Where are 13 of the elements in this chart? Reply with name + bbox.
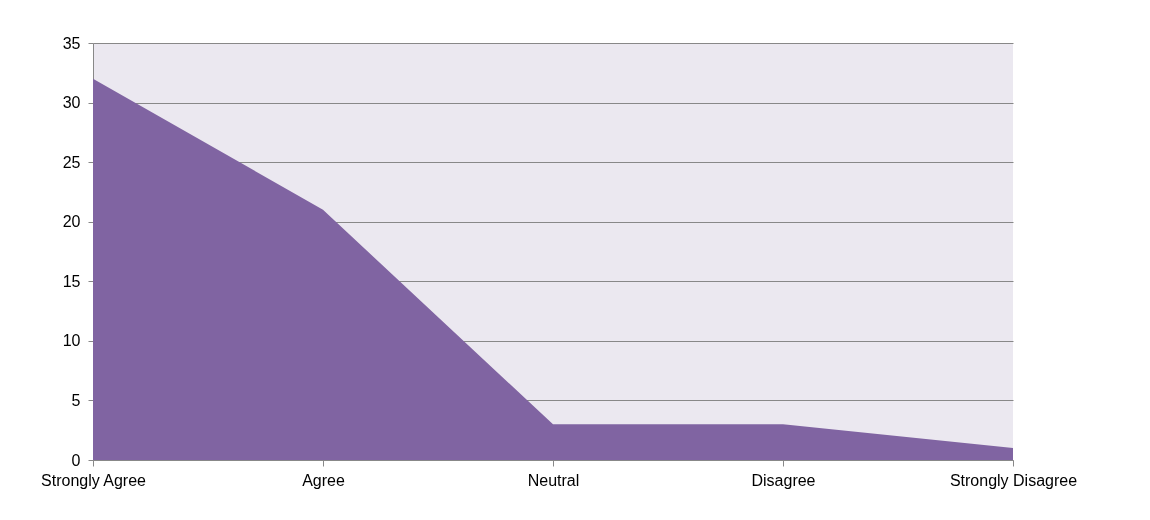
y-tick-label: 10	[62, 332, 81, 350]
x-tick-label: Neutral	[527, 471, 580, 489]
y-tick-label: 15	[62, 272, 81, 290]
y-tick-label: 5	[71, 391, 81, 409]
x-tick-label: Disagree	[751, 471, 816, 489]
y-tick-label: 25	[62, 153, 81, 171]
y-tick-label: 0	[71, 451, 81, 469]
x-tick-label: Strongly Agree	[41, 471, 147, 489]
y-tick-label: 20	[62, 213, 81, 231]
y-tick-label: 35	[62, 34, 81, 52]
y-tick-label: 30	[62, 94, 81, 112]
x-tick-label: Agree	[302, 471, 345, 489]
x-tick-label: Strongly Disagree	[949, 471, 1078, 489]
